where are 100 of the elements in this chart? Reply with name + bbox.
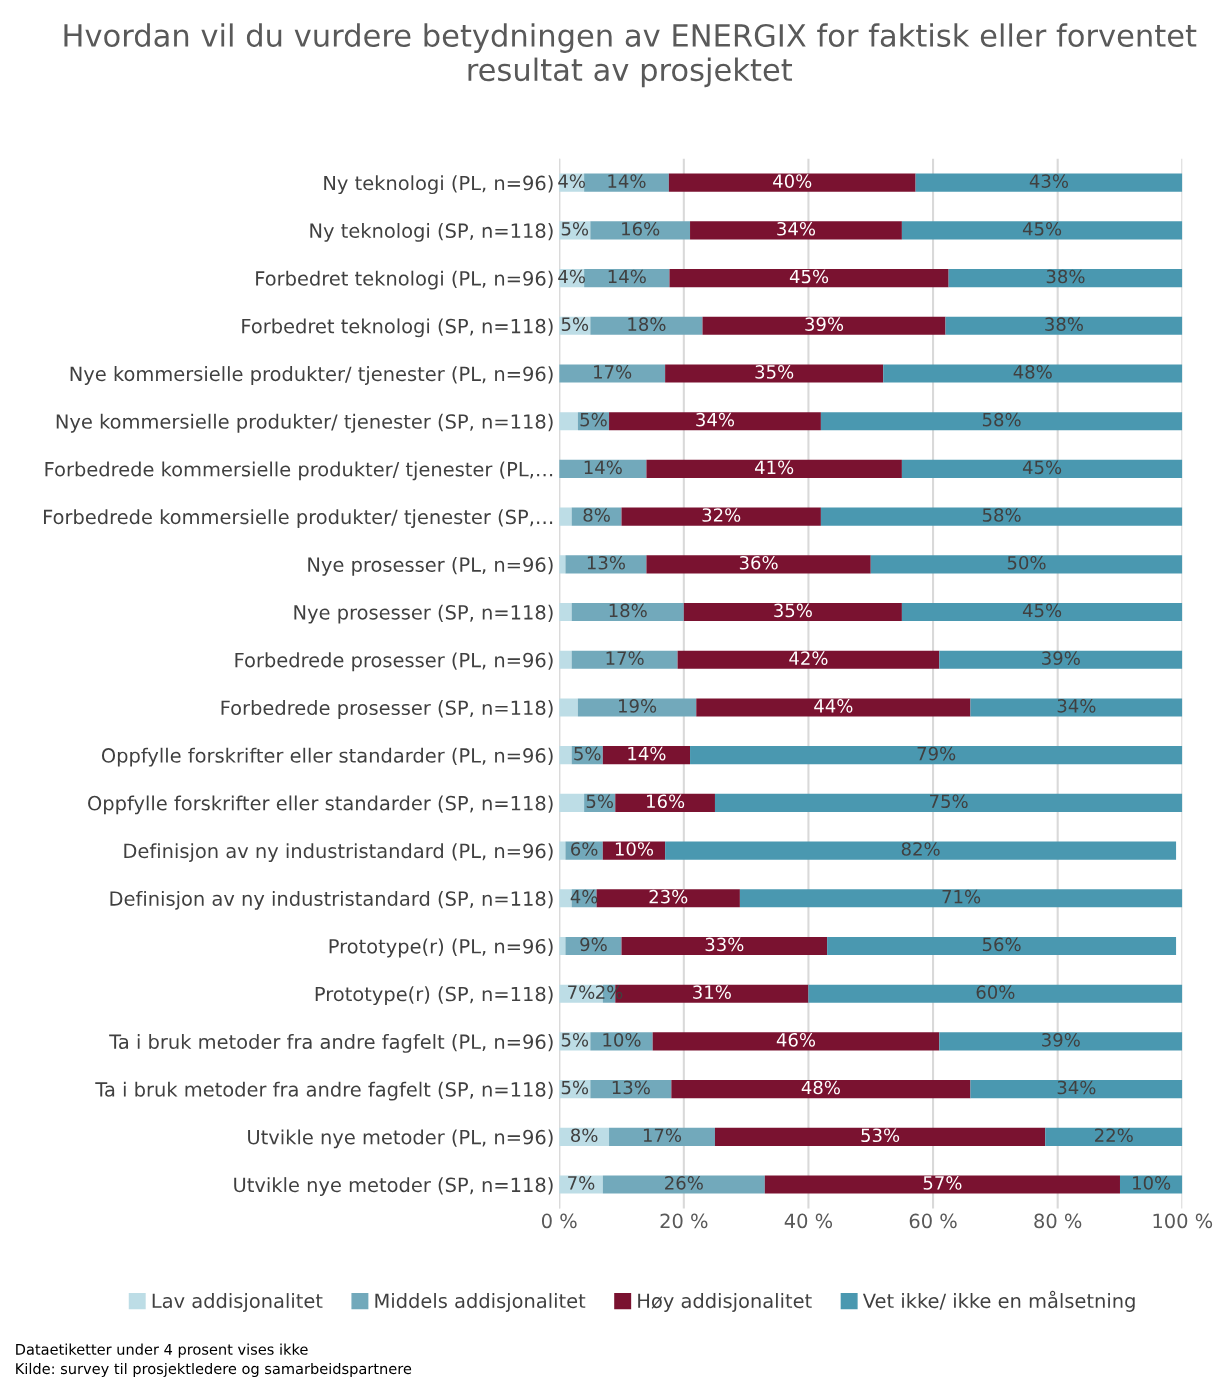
data-label: 14% [584, 460, 622, 475]
bar [939, 650, 1183, 669]
data-label: 5% [561, 221, 589, 236]
data-label: 42% [789, 651, 828, 665]
data-label: 17% [643, 1128, 682, 1143]
bar [696, 698, 971, 717]
data-label: 7% [568, 1176, 595, 1190]
legend-label: Middels addisjonalitet [375, 1293, 586, 1312]
bar [939, 1032, 1183, 1051]
data-label: 4% [558, 174, 585, 188]
y-tick-label: Prototype(r) (SP, n=118) [315, 986, 553, 1006]
data-label: 14% [608, 174, 646, 188]
bar [702, 316, 946, 335]
data-label: 50% [1007, 555, 1046, 570]
bar [559, 602, 572, 622]
data-label: 71% [942, 889, 981, 904]
data-label: 5% [561, 1080, 589, 1095]
bar [665, 364, 884, 383]
y-tick-label: Forbedrede kommersielle produkter/ tjenester (PL,… [45, 461, 553, 481]
bar [1119, 1175, 1183, 1194]
bar [609, 412, 821, 431]
data-label: 9% [580, 937, 607, 952]
data-label: 17% [606, 651, 644, 665]
bar [690, 221, 902, 240]
bar [602, 746, 691, 765]
y-tick-label: Ta i bruk metoder fra andre fagfelt (PL, n=96) [109, 1034, 553, 1053]
bar [609, 1127, 715, 1146]
y-tick-label: Forbedrede prosesser (PL, n=96) [235, 652, 553, 672]
y-tick-label: Ny teknologi (SP, n=118) [310, 222, 553, 242]
bar [901, 602, 1183, 622]
bar [621, 936, 828, 956]
bar [671, 1080, 971, 1099]
data-label: 17% [594, 365, 632, 379]
bar [1045, 1127, 1183, 1146]
data-label: 40% [773, 174, 812, 188]
bar [559, 1175, 603, 1194]
data-label: 79% [917, 746, 956, 761]
y-tick-label: Oppfylle forskrifter eller standarder (SP, n=118) [88, 795, 553, 815]
data-label: 6% [571, 842, 598, 856]
data-label: 5% [561, 317, 589, 332]
data-label: 13% [587, 555, 625, 570]
bar [559, 507, 572, 526]
data-label: 39% [1042, 1032, 1080, 1047]
bar [596, 889, 740, 908]
data-label: 82% [901, 842, 940, 856]
data-label: 5% [561, 1032, 589, 1047]
chart-title: Hvordan vil du vurdere betydningen av ENERGIX for faktisk eller forventet resultat av prosjektet [64, 23, 1197, 88]
bar [590, 221, 691, 240]
bar [646, 459, 902, 478]
data-label: 38% [1045, 317, 1083, 332]
bar [970, 698, 1183, 717]
data-label: 56% [982, 937, 1021, 952]
data-label: 45% [789, 269, 829, 284]
bar [584, 173, 669, 192]
bar [571, 602, 684, 622]
y-tick-label: Definisjon av ny industristandard (SP, n=118) [110, 890, 553, 910]
bar [683, 602, 902, 622]
y-tick-label: Definisjon av ny industristandard (PL, n=96) [124, 843, 553, 862]
bar [901, 221, 1183, 240]
data-label: 75% [930, 794, 968, 809]
bar [901, 459, 1183, 478]
bar [764, 1175, 1120, 1194]
data-label: 22% [1095, 1128, 1133, 1143]
bar [915, 173, 1183, 192]
data-label: 14% [628, 746, 666, 761]
data-label: 13% [612, 1080, 650, 1095]
text: Dataetiketter under 4 prosent vises ikke [16, 1343, 308, 1358]
data-label: 5% [574, 746, 601, 761]
data-label: 23% [649, 889, 688, 904]
data-label: 5% [586, 794, 614, 809]
data-label: 44% [814, 699, 853, 713]
data-label: 46% [776, 1032, 816, 1047]
bar [621, 507, 821, 526]
bar [668, 173, 916, 192]
bar [559, 412, 578, 431]
data-label: 10% [603, 1032, 641, 1047]
data-label: 58% [982, 412, 1021, 427]
y-tick-label: Nye kommersielle produkter/ tjenester (SP, n=118) [56, 413, 553, 433]
x-tick-label: 40 % [784, 1213, 833, 1229]
bar [559, 698, 578, 717]
data-label: 43% [1029, 174, 1069, 188]
bar [714, 793, 1183, 812]
data-label: 34% [777, 221, 816, 236]
data-label: 48% [801, 1080, 840, 1095]
bar [808, 984, 1183, 1003]
bar [970, 1080, 1183, 1099]
bar [602, 1175, 765, 1194]
data-label: 33% [705, 937, 744, 952]
legend-label: Vet ikke/ ikke en målsetning [862, 1290, 1135, 1312]
data-label: 4% [558, 269, 585, 284]
y-tick-label: Ta i bruk metoder fra andre fagfelt (SP, n=118) [95, 1081, 553, 1101]
y-tick-label: Utvikle nye metoder (SP, n=118) [234, 1177, 553, 1196]
bar [669, 269, 949, 288]
legend-label: Lav addisjonalitet [152, 1293, 323, 1312]
data-label: 18% [609, 603, 647, 618]
data-label: 34% [1057, 699, 1096, 713]
bar [559, 650, 572, 669]
data-label: 38% [1046, 269, 1085, 284]
bar [565, 936, 622, 956]
data-label: 35% [774, 603, 812, 618]
